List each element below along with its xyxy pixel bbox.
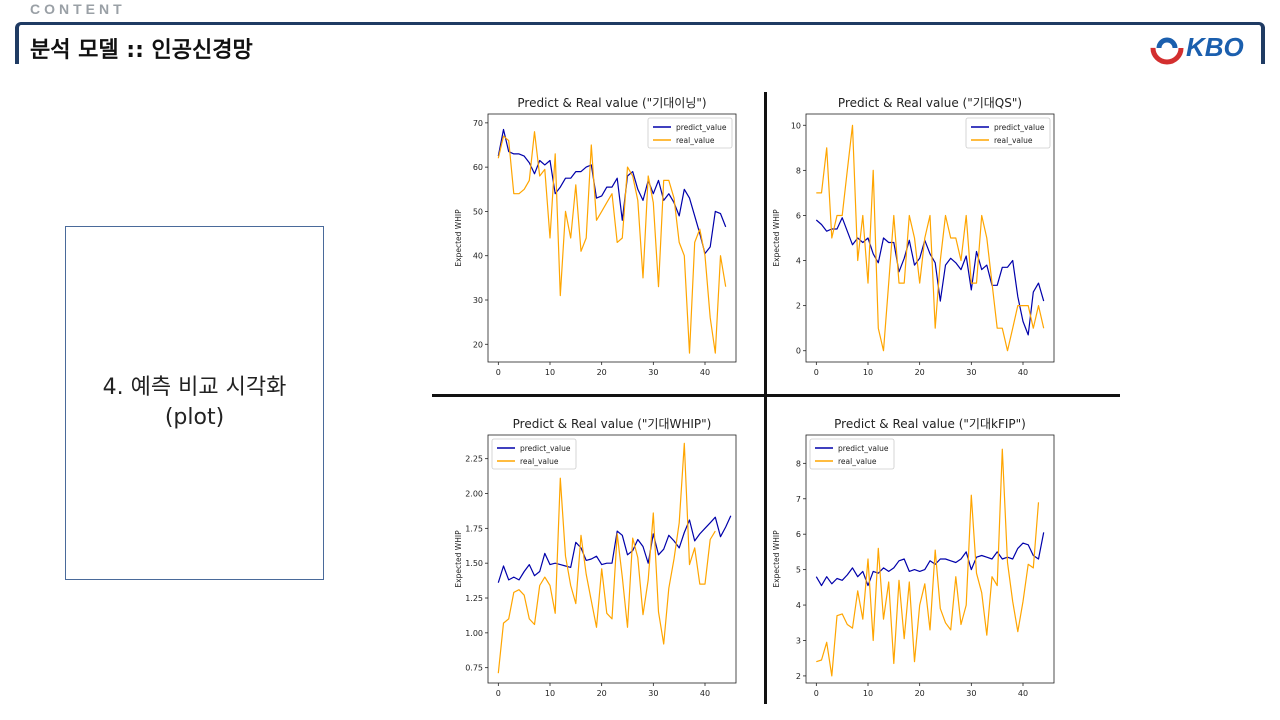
y-tick-label: 2 [796,672,801,681]
y-axis-label: Expected WHIP [454,209,463,267]
y-tick-label: 60 [473,163,483,172]
x-tick-label: 30 [966,689,976,698]
y-tick-label: 8 [796,459,801,468]
x-tick-label: 0 [496,689,501,698]
chart-title: Predict & Real value ("기대WHIP") [513,417,712,431]
plot-frame [805,434,1055,684]
y-tick-label: 3 [796,636,801,645]
y-tick-label: 8 [796,166,801,175]
legend-label: real_value [520,457,559,466]
chart-title: Predict & Real value ("기대이닝") [517,96,706,110]
section-label: CONTENT [30,1,126,17]
x-tick-label: 0 [814,689,819,698]
x-tick-label: 40 [700,368,710,377]
x-tick-label: 20 [915,689,925,698]
legend-label: real_value [676,136,715,145]
x-tick-label: 30 [648,368,658,377]
kbo-emblem-icon [1150,31,1184,65]
x-tick-label: 20 [915,368,925,377]
x-tick-label: 30 [966,368,976,377]
y-tick-label: 5 [796,566,801,575]
legend-label: real_value [838,457,877,466]
y-axis-label: Expected WHIP [772,209,781,267]
y-tick-label: 7 [796,495,801,504]
series-line-real-value [497,442,716,674]
series-line-predict-value [815,532,1045,587]
series-line-real-value [816,124,1045,352]
legend-label: predict_value [520,444,571,453]
x-tick-label: 10 [545,689,555,698]
plot-expected-whip: Predict & Real value ("기대WHIP") 0 10 20 30 40… [440,412,750,702]
y-tick-label: 2 [796,302,801,311]
legend-label: predict_value [676,123,727,132]
legend-label: predict_value [994,123,1045,132]
y-tick-label: 1.75 [465,524,483,533]
y-axis-label: Expected WHIP [772,530,781,588]
header-bar [15,22,1265,64]
x-tick-label: 30 [648,689,658,698]
y-tick-label: 40 [473,252,483,261]
chart-title: Predict & Real value ("기대kFIP") [834,417,1026,431]
x-tick-label: 40 [1018,689,1028,698]
y-tick-label: 20 [473,340,483,349]
y-tick-label: 1.25 [465,594,483,603]
y-tick-label: 4 [796,257,801,266]
plot-frame [487,434,737,684]
series-line-predict-value [497,128,727,255]
series-line-real-value [497,131,727,354]
series-line-predict-value [497,515,732,583]
horizontal-divider [432,394,1120,397]
y-tick-label: 0 [796,347,801,356]
y-tick-label: 1.00 [465,629,483,638]
plot-frame [805,113,1055,363]
description-line-1: 4. 예측 비교 시각화 [102,375,287,400]
x-tick-label: 40 [700,689,710,698]
y-tick-label: 50 [473,207,483,216]
plot-expected-innings: Predict & Real value ("기대이닝") 0 10 20 30 40 20… [440,94,750,384]
x-tick-label: 10 [545,368,555,377]
x-tick-label: 20 [597,689,607,698]
y-tick-label: 4 [796,601,801,610]
description-line-2: (plot) [164,405,225,430]
plot-expected-qs: Predict & Real value ("기대QS") 0 10 20 30 40 0 2… [758,94,1068,384]
x-tick-label: 20 [597,368,607,377]
kbo-logo: KBO [1150,30,1250,66]
legend-label: predict_value [838,444,889,453]
y-tick-label: 70 [473,119,483,128]
y-tick-label: 2.25 [465,455,483,464]
vertical-divider [764,92,767,704]
page-title: 분석 모델 :: 인공신경망 [30,38,253,63]
y-tick-label: 2.00 [465,490,483,499]
series-line-real-value [816,448,1040,677]
y-axis-label: Expected WHIP [454,530,463,588]
y-tick-label: 6 [796,211,801,220]
legend-label: real_value [994,136,1033,145]
x-tick-label: 10 [863,689,873,698]
plot-expected-kfip: Predict & Real value ("기대kFIP") 0 10 20 30 40… [758,412,1068,702]
y-tick-label: 1.50 [465,559,483,568]
x-tick-label: 40 [1018,368,1028,377]
y-tick-label: 10 [791,121,801,130]
series-line-predict-value [815,217,1045,336]
chart-title: Predict & Real value ("기대QS") [838,96,1022,110]
x-tick-label: 10 [863,368,873,377]
y-tick-label: 6 [796,530,801,539]
x-tick-label: 0 [814,368,819,377]
y-tick-label: 30 [473,296,483,305]
y-tick-label: 0.75 [465,664,483,673]
description-box: 4. 예측 비교 시각화 (plot) [65,226,324,580]
logo-text: KBO [1186,32,1244,62]
plot-frame [487,113,737,363]
x-tick-label: 0 [496,368,501,377]
